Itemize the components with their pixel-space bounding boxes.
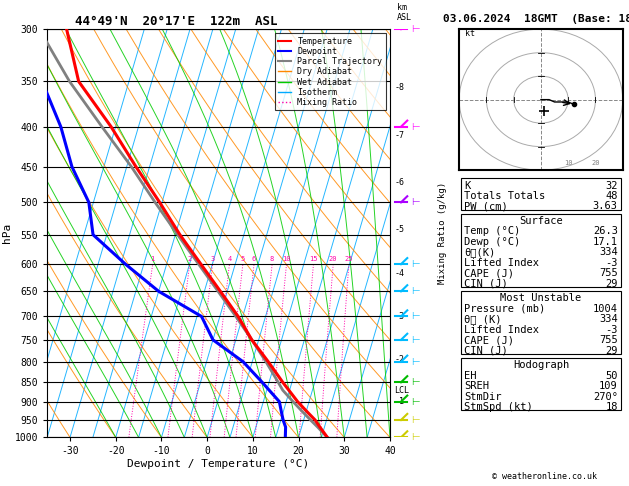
Text: StmDir: StmDir bbox=[464, 392, 501, 401]
Text: EH: EH bbox=[464, 371, 477, 381]
Text: ⊢: ⊢ bbox=[411, 415, 420, 425]
Text: Mixing Ratio (g/kg): Mixing Ratio (g/kg) bbox=[438, 182, 447, 284]
Text: Dewp (°C): Dewp (°C) bbox=[464, 237, 520, 247]
Text: 03.06.2024  18GMT  (Base: 18): 03.06.2024 18GMT (Base: 18) bbox=[443, 14, 629, 24]
Text: Totals Totals: Totals Totals bbox=[464, 191, 545, 201]
Text: 20: 20 bbox=[591, 160, 599, 166]
Text: θᴇ (K): θᴇ (K) bbox=[464, 314, 501, 324]
Text: -4: -4 bbox=[394, 269, 404, 278]
Text: -5: -5 bbox=[394, 225, 404, 234]
Legend: Temperature, Dewpoint, Parcel Trajectory, Dry Adiabat, Wet Adiabat, Isotherm, Mi: Temperature, Dewpoint, Parcel Trajectory… bbox=[275, 34, 386, 110]
Text: CAPE (J): CAPE (J) bbox=[464, 268, 514, 278]
Text: 26.3: 26.3 bbox=[593, 226, 618, 237]
Text: StmSpd (kt): StmSpd (kt) bbox=[464, 402, 533, 412]
Text: 32: 32 bbox=[605, 181, 618, 191]
Text: Surface: Surface bbox=[519, 216, 563, 226]
Text: 3: 3 bbox=[211, 256, 214, 262]
Text: -3: -3 bbox=[605, 258, 618, 268]
Text: 8: 8 bbox=[270, 256, 274, 262]
Text: 5: 5 bbox=[241, 256, 245, 262]
Text: Temp (°C): Temp (°C) bbox=[464, 226, 520, 237]
Text: ⊢: ⊢ bbox=[411, 197, 420, 208]
Text: ⊢: ⊢ bbox=[411, 335, 420, 345]
Text: Most Unstable: Most Unstable bbox=[500, 294, 582, 303]
Text: 1: 1 bbox=[150, 256, 155, 262]
Text: 29: 29 bbox=[605, 279, 618, 289]
Text: -7: -7 bbox=[394, 131, 404, 140]
Text: -3: -3 bbox=[394, 312, 404, 321]
Text: Lifted Index: Lifted Index bbox=[464, 325, 539, 335]
Text: ⊢: ⊢ bbox=[411, 357, 420, 367]
Bar bbox=[461, 358, 621, 410]
Text: ⊢: ⊢ bbox=[411, 286, 420, 296]
Text: 334: 334 bbox=[599, 247, 618, 258]
Text: 755: 755 bbox=[599, 335, 618, 345]
Text: PW (cm): PW (cm) bbox=[464, 202, 508, 211]
Text: CIN (J): CIN (J) bbox=[464, 346, 508, 356]
Text: 25: 25 bbox=[345, 256, 353, 262]
Bar bbox=[461, 291, 621, 354]
Text: CIN (J): CIN (J) bbox=[464, 279, 508, 289]
Text: 18: 18 bbox=[605, 402, 618, 412]
Text: 1004: 1004 bbox=[593, 304, 618, 314]
Text: 3.63: 3.63 bbox=[593, 202, 618, 211]
Text: 29: 29 bbox=[605, 346, 618, 356]
Y-axis label: hPa: hPa bbox=[2, 223, 12, 243]
Text: 755: 755 bbox=[599, 268, 618, 278]
Text: SREH: SREH bbox=[464, 381, 489, 391]
Text: ⊢: ⊢ bbox=[411, 122, 420, 132]
Text: ⊢: ⊢ bbox=[411, 377, 420, 387]
Text: 334: 334 bbox=[599, 314, 618, 324]
Text: -1: -1 bbox=[394, 397, 404, 406]
Text: -6: -6 bbox=[394, 178, 404, 187]
Text: ⊢: ⊢ bbox=[411, 397, 420, 407]
Text: Lifted Index: Lifted Index bbox=[464, 258, 539, 268]
Bar bbox=[461, 178, 621, 209]
Text: -2: -2 bbox=[394, 355, 404, 364]
Text: ⊢: ⊢ bbox=[411, 259, 420, 269]
Text: kt: kt bbox=[465, 29, 475, 38]
Text: K: K bbox=[464, 181, 470, 191]
Text: 15: 15 bbox=[309, 256, 318, 262]
Text: -8: -8 bbox=[394, 83, 404, 92]
Text: 20: 20 bbox=[329, 256, 338, 262]
Text: 6: 6 bbox=[252, 256, 256, 262]
Text: 44°49'N  20°17'E  122m  ASL: 44°49'N 20°17'E 122m ASL bbox=[75, 15, 277, 28]
Text: LCL: LCL bbox=[394, 386, 409, 395]
Text: 50: 50 bbox=[605, 371, 618, 381]
Text: 4: 4 bbox=[227, 256, 231, 262]
Bar bbox=[461, 214, 621, 287]
Text: ⊢: ⊢ bbox=[411, 312, 420, 321]
Text: CAPE (J): CAPE (J) bbox=[464, 335, 514, 345]
Text: 270°: 270° bbox=[593, 392, 618, 401]
Text: 10: 10 bbox=[282, 256, 291, 262]
Text: 2: 2 bbox=[187, 256, 192, 262]
Text: 109: 109 bbox=[599, 381, 618, 391]
Text: © weatheronline.co.uk: © weatheronline.co.uk bbox=[492, 472, 596, 481]
Text: ⊢: ⊢ bbox=[411, 24, 420, 34]
Text: Hodograph: Hodograph bbox=[513, 360, 569, 370]
X-axis label: Dewpoint / Temperature (°C): Dewpoint / Temperature (°C) bbox=[128, 459, 309, 469]
Text: km
ASL: km ASL bbox=[397, 3, 412, 22]
Text: Pressure (mb): Pressure (mb) bbox=[464, 304, 545, 314]
Text: 48: 48 bbox=[605, 191, 618, 201]
Text: 10: 10 bbox=[564, 160, 572, 166]
Text: ⊢: ⊢ bbox=[411, 433, 420, 442]
Text: θᴇ(K): θᴇ(K) bbox=[464, 247, 495, 258]
Text: 17.1: 17.1 bbox=[593, 237, 618, 247]
Text: -3: -3 bbox=[605, 325, 618, 335]
